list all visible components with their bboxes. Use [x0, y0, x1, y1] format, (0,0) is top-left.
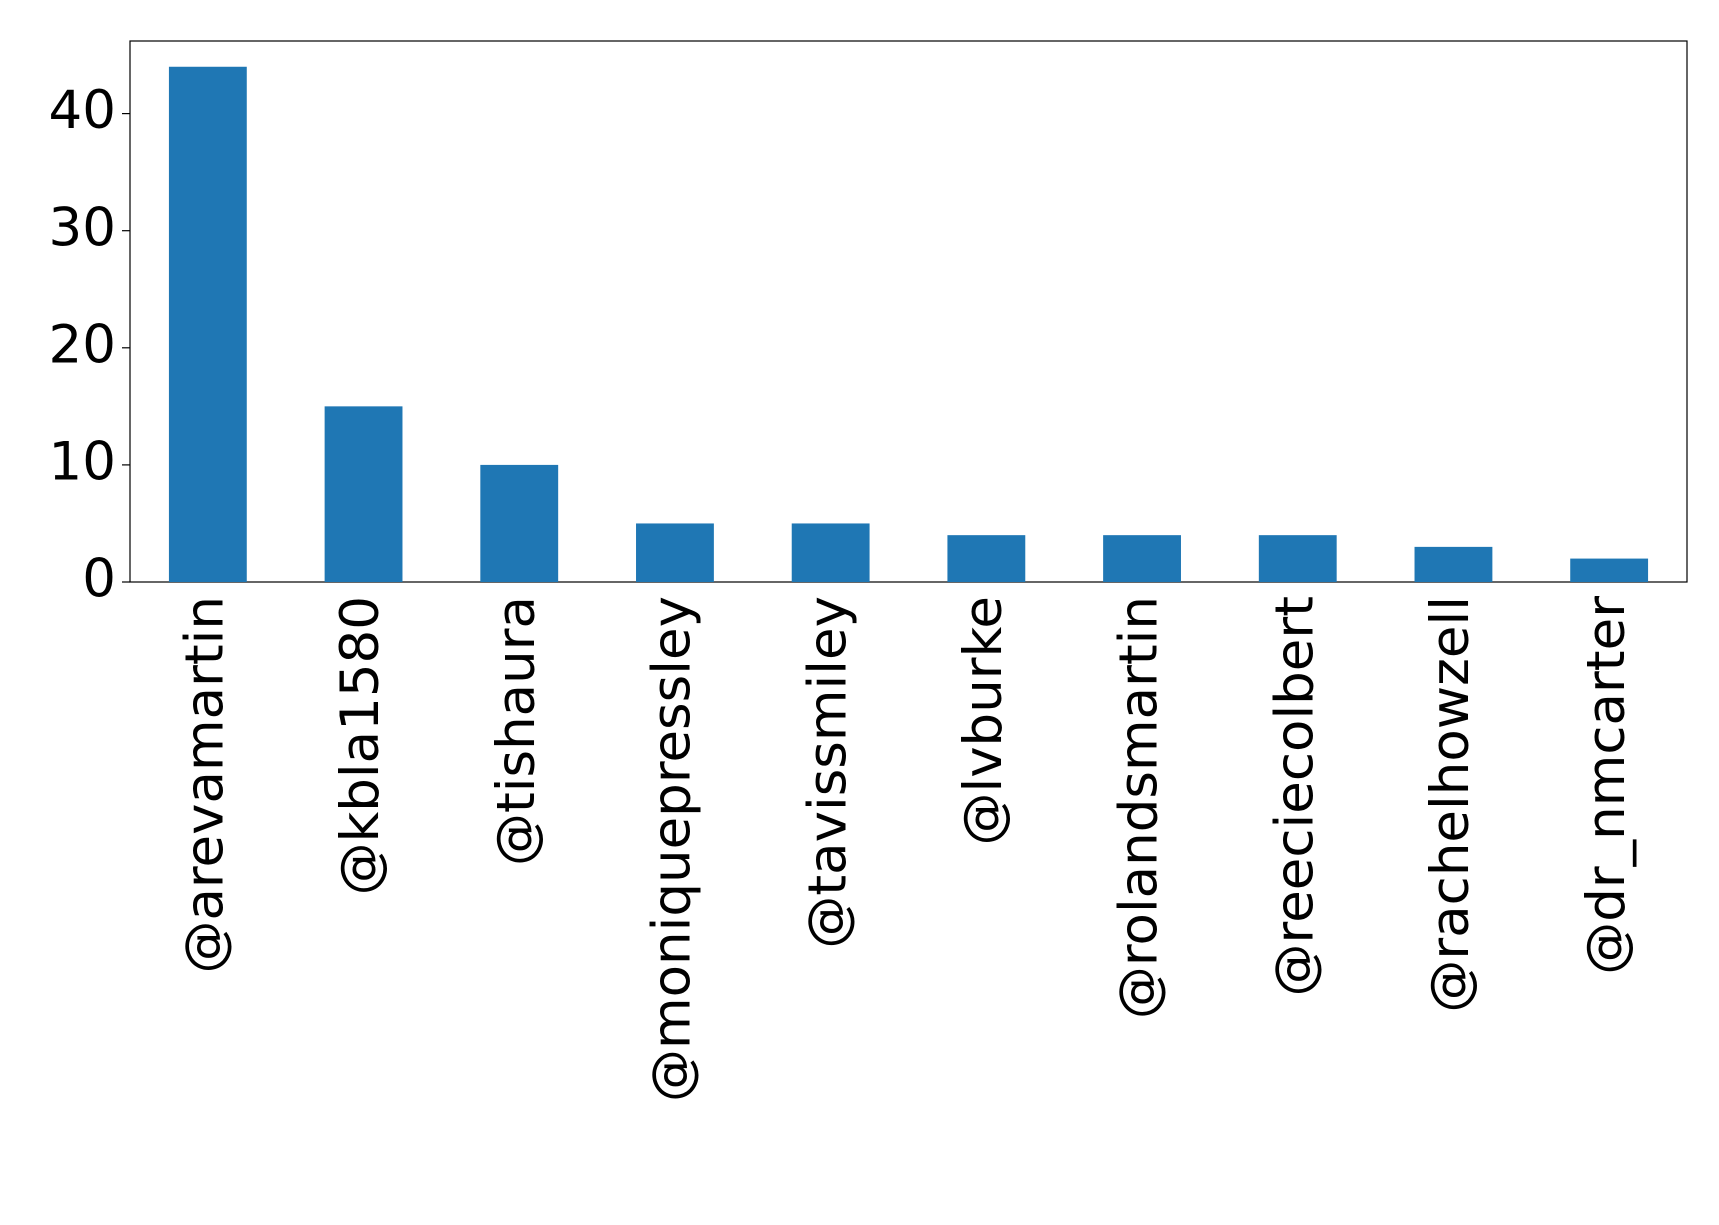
- bar: [791, 523, 870, 582]
- x-tick-label: @rachelhowzell: [1420, 596, 1481, 1013]
- y-tick-label: 20: [49, 314, 116, 375]
- bar: [168, 66, 247, 582]
- bar: [1103, 535, 1181, 582]
- y-tick-label: 0: [82, 549, 116, 610]
- bar: [1414, 546, 1493, 582]
- x-tick-label: @moniquepressley: [642, 596, 703, 1102]
- x-tick-label: @lvburke: [953, 596, 1014, 846]
- x-tick-label: @dr_nmcarter: [1576, 596, 1637, 975]
- bar: [324, 406, 403, 582]
- bar: [1258, 535, 1337, 582]
- x-tick-label: @arevamartin: [174, 596, 235, 974]
- bar: [480, 464, 559, 582]
- bar: [947, 535, 1026, 582]
- y-tick-label: 30: [49, 197, 116, 258]
- y-tick-label: 10: [49, 432, 116, 493]
- x-tick-label: @rolandsmartin: [1109, 596, 1170, 1019]
- x-tick-label: @tavissmiley: [797, 596, 858, 949]
- y-tick-label: 40: [49, 80, 116, 141]
- bar: [636, 523, 714, 582]
- plot-frame: [129, 40, 1688, 583]
- x-tick-label: @reeciecolbert: [1264, 596, 1325, 996]
- bar: [1570, 558, 1649, 582]
- x-tick-label: @tishaura: [486, 596, 547, 866]
- x-tick-label: @kbla1580: [330, 596, 391, 895]
